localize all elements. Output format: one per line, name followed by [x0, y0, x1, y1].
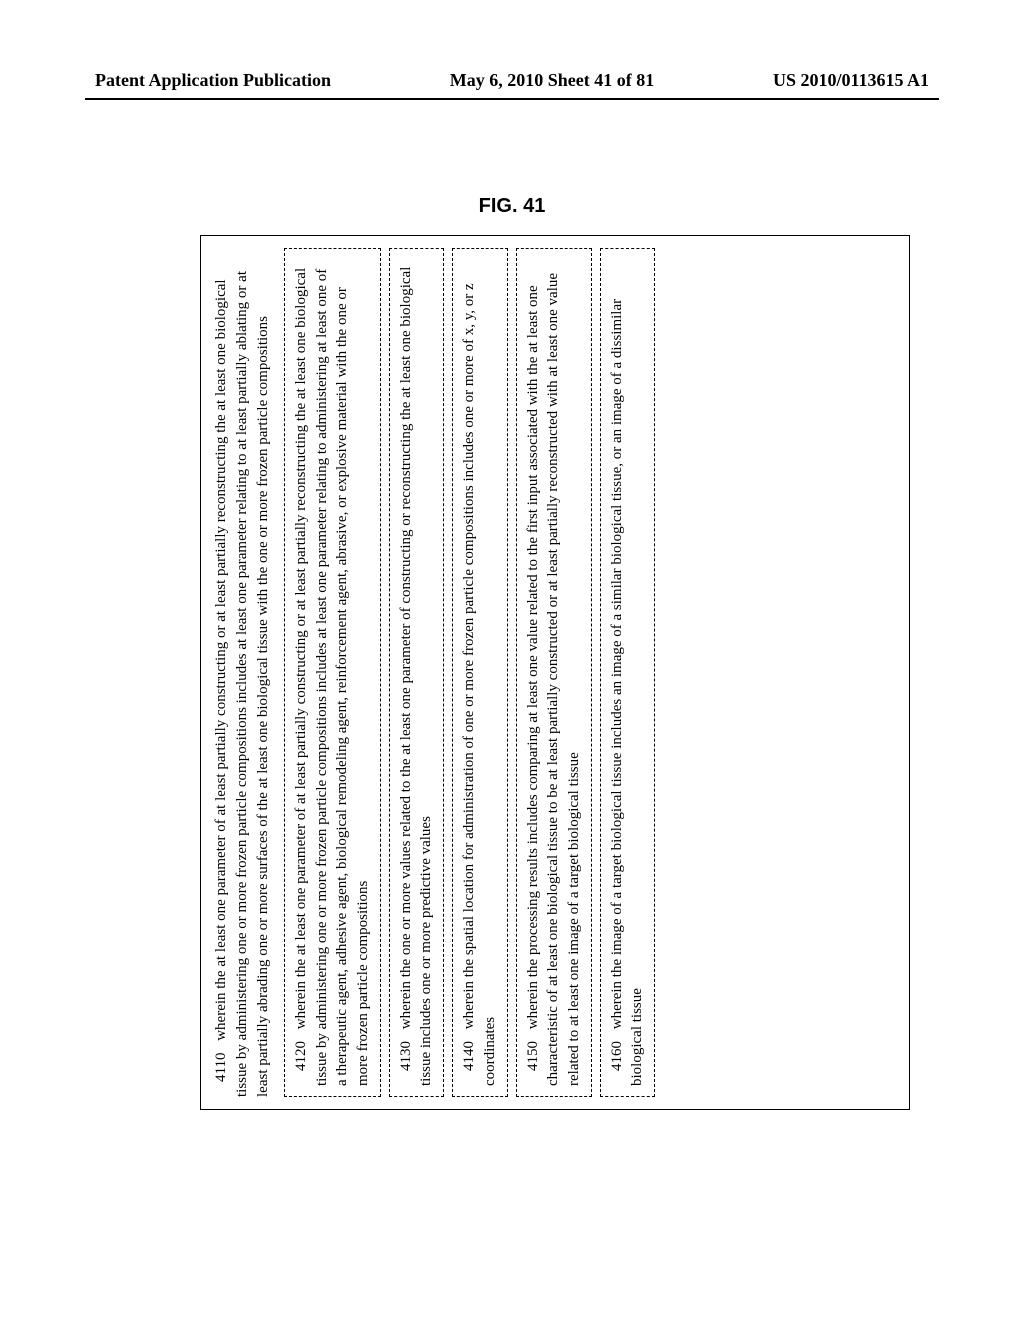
outer-claim-box: 4110 wherein the at least one parameter … — [200, 235, 910, 1110]
claim-4130: 4130 wherein the one or more values rela… — [389, 248, 444, 1097]
claim-number: 4160 — [609, 1041, 625, 1071]
header-left: Patent Application Publication — [95, 70, 331, 91]
claim-number: 4150 — [525, 1041, 541, 1071]
claim-text: wherein the at least one parameter of at… — [293, 268, 371, 1086]
rotated-container: 4110 wherein the at least one parameter … — [200, 235, 910, 1110]
claim-text: wherein the spatial location for adminis… — [461, 283, 498, 1086]
claim-number: 4110 — [213, 1053, 229, 1082]
figure-content: 4110 wherein the at least one parameter … — [200, 235, 910, 1110]
header-right: US 2010/0113615 A1 — [773, 70, 929, 91]
header-rule — [85, 98, 939, 100]
claim-4120: 4120 wherein the at least one parameter … — [284, 248, 381, 1097]
claim-4140: 4140 wherein the spatial location for ad… — [452, 248, 507, 1097]
claim-4160: 4160 wherein the image of a target biolo… — [600, 248, 655, 1097]
claim-4110: 4110 wherein the at least one parameter … — [211, 248, 274, 1097]
page-header: Patent Application Publication May 6, 20… — [0, 70, 1024, 91]
header-center: May 6, 2010 Sheet 41 of 81 — [450, 70, 654, 91]
claim-text: wherein the image of a target biological… — [609, 299, 646, 1086]
claim-number: 4140 — [461, 1041, 477, 1071]
claim-text: wherein the one or more values related t… — [398, 267, 435, 1086]
claim-number: 4120 — [293, 1041, 309, 1071]
claim-text: wherein the processing results includes … — [525, 273, 582, 1086]
claim-text: wherein the at least one parameter of at… — [213, 271, 271, 1097]
claim-number: 4130 — [398, 1041, 414, 1071]
figure-label: FIG. 41 — [0, 195, 1024, 218]
claim-4150: 4150 wherein the processing results incl… — [516, 248, 592, 1097]
